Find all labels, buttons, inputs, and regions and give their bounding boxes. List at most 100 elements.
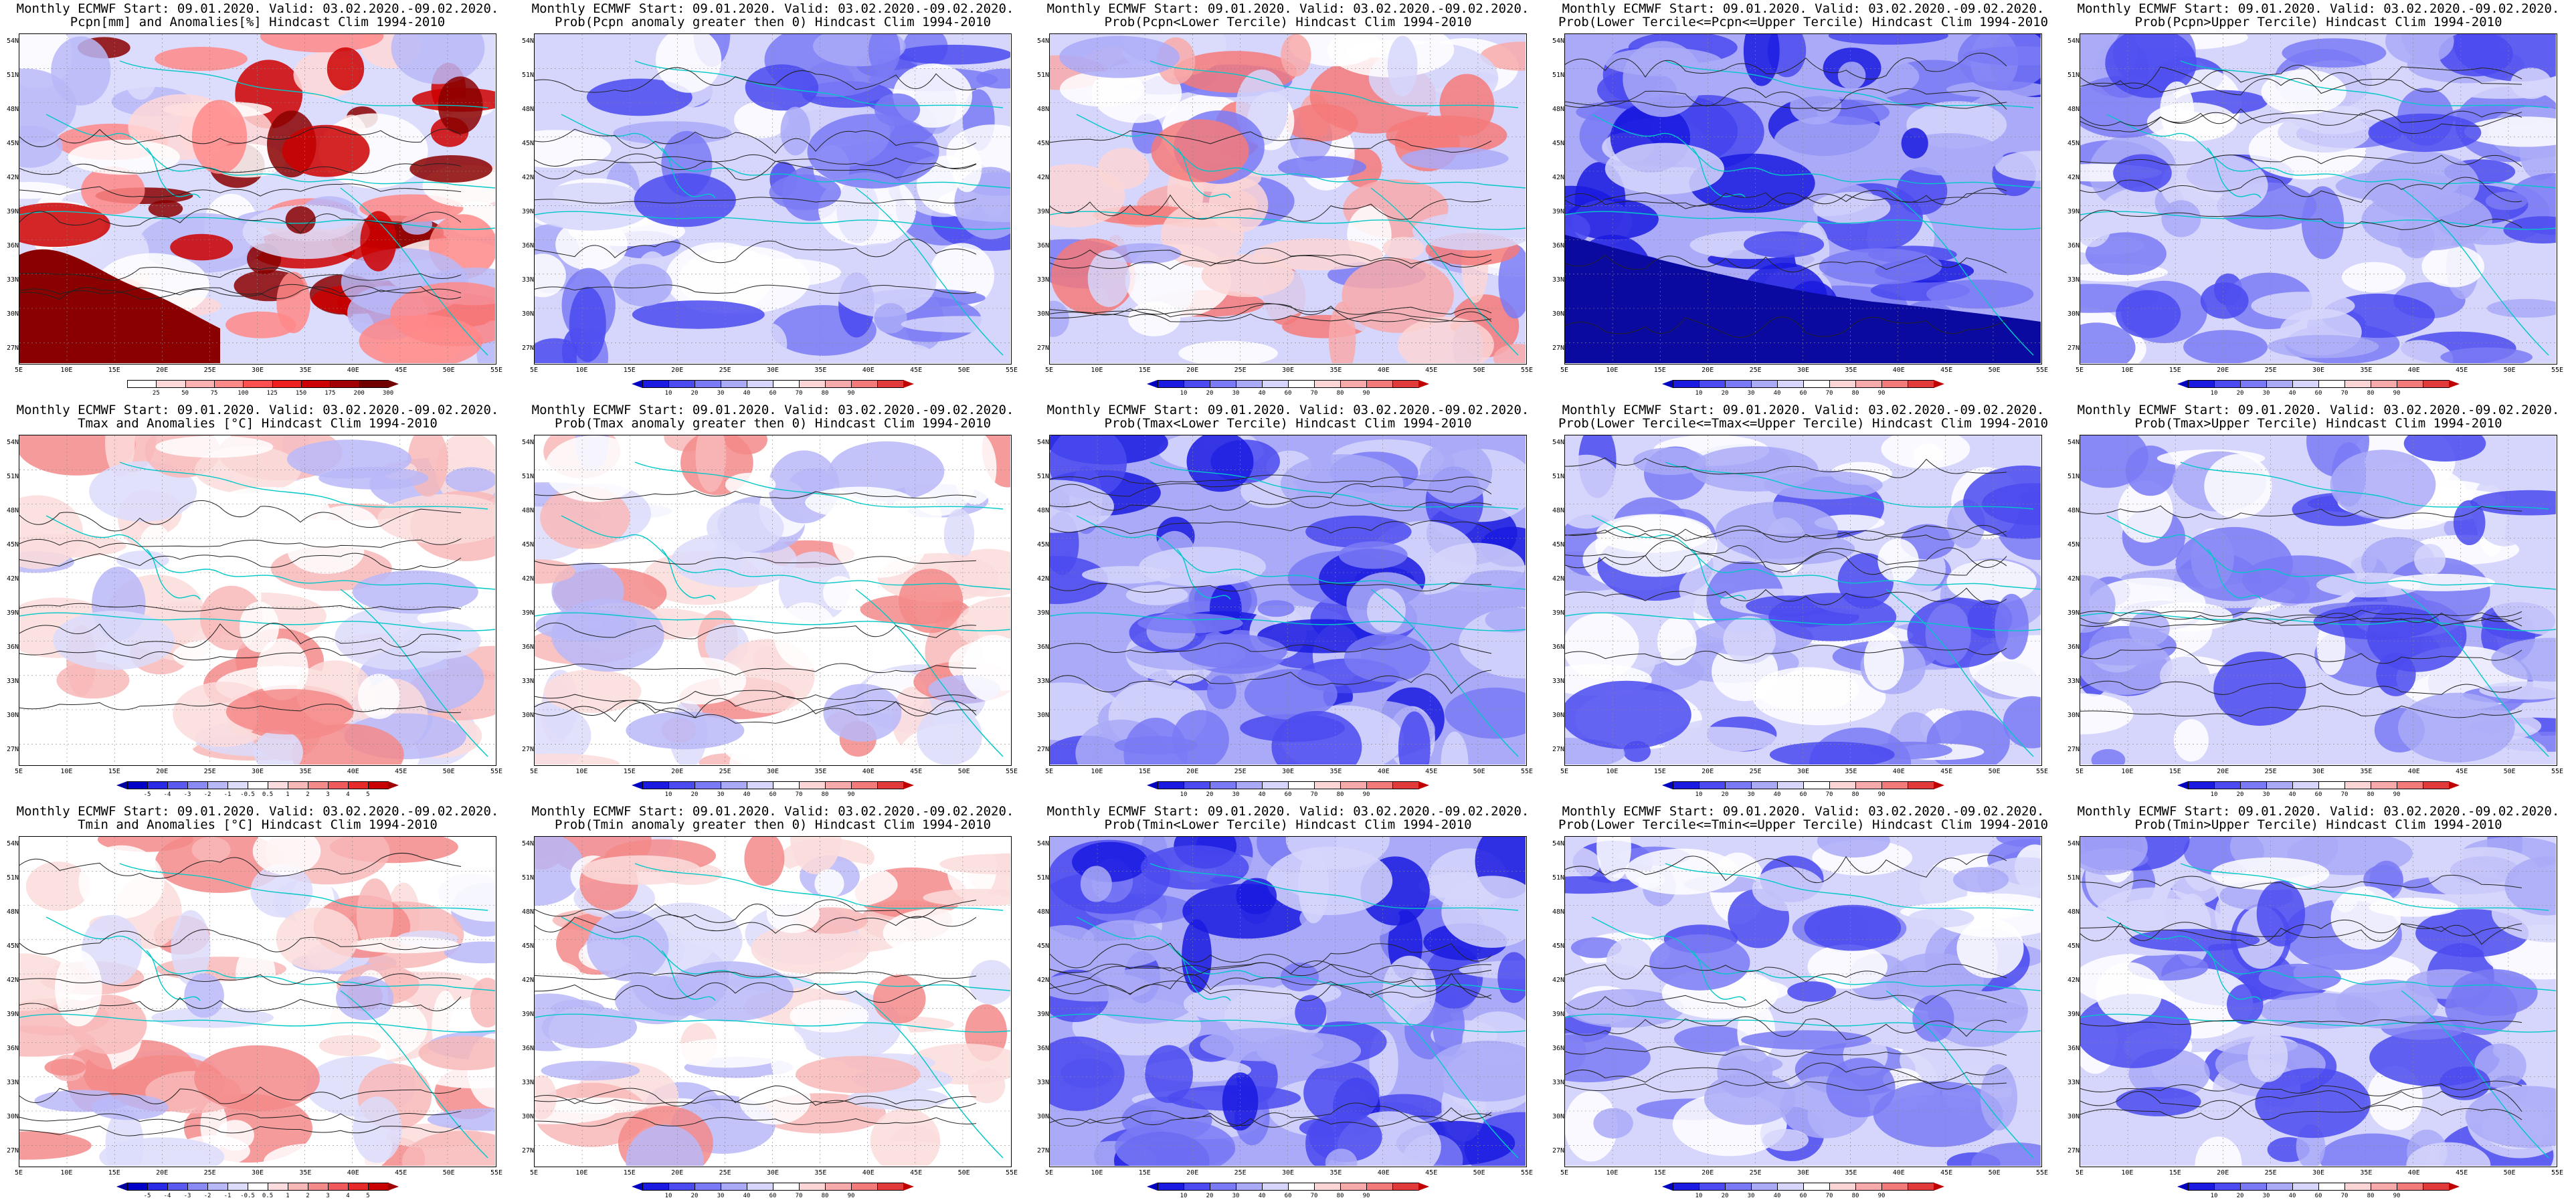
coastline	[561, 515, 1010, 590]
colorbar-left-arrow	[116, 1183, 127, 1191]
shaded-anomaly-patch	[2414, 544, 2446, 576]
shaded-anomaly-patch	[1813, 191, 1891, 224]
contour-line	[1050, 1102, 1492, 1127]
colorbar-tick-label: 40	[2288, 1193, 2296, 1199]
forecast-panel: Monthly ECMWF Start: 09.01.2020. Valid: …	[2061, 0, 2576, 401]
high-precip-area	[19, 249, 220, 363]
colorbar-segment	[1699, 781, 1726, 789]
colorbar-tick-label: 40	[1773, 390, 1781, 397]
colorbar-tick-label: 80	[1851, 390, 1859, 397]
contour-line	[1050, 483, 1492, 500]
latitude-label: 33N	[2067, 1079, 2080, 1086]
longitude-label: 35E	[299, 1169, 312, 1177]
colorbar-segment	[2188, 1183, 2215, 1191]
colorbar-tick-label: 50	[181, 390, 189, 397]
colorbar-left-arrow	[116, 380, 127, 388]
shaded-anomaly-patch	[1236, 878, 1277, 914]
latitude-label: 51N	[521, 72, 534, 79]
longitude-label: 40E	[1377, 1169, 1390, 1177]
shaded-anomaly-patch	[2491, 637, 2556, 682]
longitude-label: 25E	[719, 367, 731, 374]
shaded-anomaly-patch	[951, 144, 982, 193]
contour-line	[19, 623, 462, 648]
colorbar-tick-label: 30	[2262, 390, 2270, 397]
shaded-anomaly-patch	[656, 34, 722, 93]
shaded-anomaly-patch	[68, 139, 180, 175]
colorbar-segment	[773, 380, 800, 388]
colorbar-tick-label: 20	[1206, 390, 1214, 397]
coastline	[1665, 462, 2034, 510]
shaded-anomaly-patch	[356, 878, 393, 952]
shaded-anomaly-patch	[2213, 651, 2306, 726]
colorbar-tick-label: 60	[1284, 791, 1292, 798]
latitude-label: 33N	[6, 1079, 19, 1086]
longitude-label: 15E	[108, 367, 120, 374]
colorbar-segment	[1314, 1183, 1341, 1191]
shaded-anomaly-patch	[1050, 1036, 1125, 1112]
contour-line	[2080, 108, 2522, 134]
colorbar-segment	[2292, 380, 2319, 388]
colorbar-tick-label: 70	[2340, 1193, 2349, 1199]
latitude-label: 54N	[1552, 840, 1564, 847]
shaded-anomaly-patch	[541, 1006, 637, 1049]
colorbar-segment	[1725, 380, 1752, 388]
colorbar-segment	[187, 1183, 208, 1191]
longitude-label: 45E	[1425, 768, 1438, 775]
shaded-anomaly-patch	[2301, 186, 2344, 260]
panel-title-line2: Prob(Pcpn<Lower Tercile) Hindcast Clim 1…	[1104, 15, 1472, 29]
shaded-anomaly-patch	[240, 601, 279, 653]
colorbar-right-arrow	[388, 781, 399, 789]
latitude-label: 36N	[2067, 242, 2080, 249]
colorbar-segment	[1829, 781, 1856, 789]
shaded-anomaly-patch	[318, 1035, 381, 1056]
longitude-label: 20E	[1186, 367, 1199, 374]
colorbar-tick-label: 70	[2340, 390, 2349, 397]
forecast-map	[1050, 435, 1526, 765]
colorbar	[632, 781, 914, 791]
colorbar	[116, 781, 399, 791]
contour-line	[2080, 1080, 2522, 1096]
shaded-anomaly-patch	[1178, 340, 1278, 363]
latitude-label: 48N	[1552, 908, 1564, 916]
shaded-anomaly-patch	[2200, 282, 2249, 319]
shaded-anomaly-patch	[544, 435, 643, 502]
shaded-anomaly-patch	[148, 200, 183, 217]
shaded-anomaly-patch	[225, 689, 354, 734]
longitude-label: 15E	[2169, 1169, 2181, 1177]
colorbar-tick-label: 20	[691, 1193, 699, 1199]
contour-line	[2080, 1019, 2522, 1027]
shaded-anomaly-patch	[250, 864, 313, 918]
shaded-anomaly-patch	[1253, 238, 1383, 271]
latitude-label: 54N	[6, 840, 19, 847]
shaded-anomaly-patch	[1050, 480, 1114, 533]
shaded-anomaly-patch	[1901, 128, 1928, 159]
longitude-label: 50E	[2503, 768, 2516, 775]
latitude-label: 51N	[1552, 72, 1564, 79]
colorbar-segment	[1210, 781, 1236, 789]
shaded-anomaly-patch	[2080, 693, 2134, 734]
colorbar-segment	[1673, 1183, 1699, 1191]
forecast-map	[1050, 34, 1526, 363]
shaded-anomaly-patch	[2204, 454, 2272, 519]
coastline	[1885, 589, 2034, 757]
longitude-label: 35E	[814, 1169, 827, 1177]
forecast-map	[19, 34, 495, 363]
colorbar-tick-label: 70	[795, 1193, 803, 1199]
shaded-anomaly-patch	[225, 311, 296, 338]
latitude-label: 42N	[2067, 977, 2080, 984]
longitude-label: 25E	[1234, 768, 1247, 775]
shaded-anomaly-patch	[2026, 267, 2041, 311]
shaded-anomaly-patch	[895, 44, 1010, 65]
latitude-label: 30N	[6, 712, 19, 719]
contour-line	[2080, 1088, 2522, 1112]
longitude-label: 25E	[1749, 1169, 1762, 1177]
latitude-label: 27N	[1036, 1147, 1049, 1155]
colorbar-tick-label: -1	[223, 1193, 232, 1199]
shaded-anomaly-patch	[81, 166, 145, 215]
latitude-label: 33N	[1036, 678, 1049, 685]
colorbar-segment	[2423, 1183, 2450, 1191]
contour-line	[535, 197, 977, 204]
longitude-label: 15E	[1653, 1169, 1666, 1177]
latitude-label: 54N	[2067, 840, 2080, 847]
colorbar-segment	[185, 380, 215, 388]
